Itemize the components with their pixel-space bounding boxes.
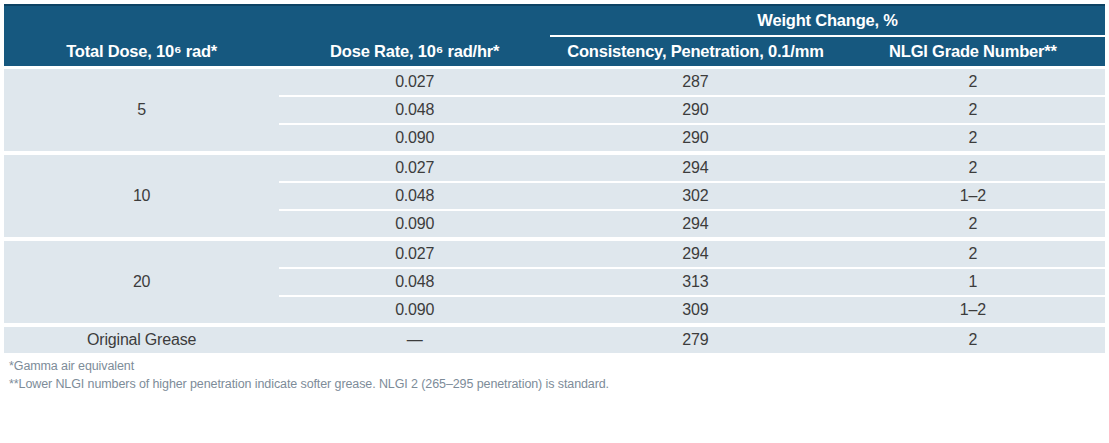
dose-rate-cell: 0.027 bbox=[279, 239, 550, 268]
sample-label-cell: Original Grease bbox=[4, 325, 279, 353]
total-dose-cell: 5 bbox=[4, 68, 279, 154]
penetration-cell: 290 bbox=[550, 96, 841, 124]
dose-rate-cell: 0.027 bbox=[279, 153, 550, 182]
penetration-cell: 313 bbox=[550, 268, 841, 296]
header-group-row: Weight Change, % bbox=[4, 5, 1105, 36]
penetration-cell: 302 bbox=[550, 182, 841, 210]
nlgi-cell: 2 bbox=[841, 96, 1105, 124]
dose-rate-cell: — bbox=[279, 325, 550, 353]
penetration-cell: 294 bbox=[550, 153, 841, 182]
penetration-cell: 294 bbox=[550, 239, 841, 268]
dose-rate-cell: 0.048 bbox=[279, 96, 550, 124]
penetration-cell: 287 bbox=[550, 68, 841, 97]
total-dose-cell: 20 bbox=[4, 239, 279, 325]
nlgi-cell: 1 bbox=[841, 268, 1105, 296]
table-row: 5 0.027 287 2 bbox=[4, 68, 1105, 97]
penetration-cell: 294 bbox=[550, 210, 841, 239]
header-total-dose: Total Dose, 10⁶ rad* bbox=[4, 36, 279, 68]
penetration-cell: 290 bbox=[550, 124, 841, 153]
header-weight-change: Weight Change, % bbox=[550, 5, 1105, 36]
header-spacer-cell bbox=[4, 5, 550, 36]
table-row: 20 0.027 294 2 bbox=[4, 239, 1105, 268]
table-row: 10 0.027 294 2 bbox=[4, 153, 1105, 182]
table-body: 5 0.027 287 2 0.048 290 2 0.090 290 2 10… bbox=[4, 68, 1105, 354]
dose-rate-cell: 0.048 bbox=[279, 182, 550, 210]
nlgi-cell: 1–2 bbox=[841, 182, 1105, 210]
footnote-nlgi: **Lower NLGI numbers of higher penetrati… bbox=[9, 376, 1105, 392]
header-columns-row: Total Dose, 10⁶ rad* Dose Rate, 10⁶ rad/… bbox=[4, 36, 1105, 68]
penetration-cell: 309 bbox=[550, 296, 841, 325]
header-nlgi: NLGI Grade Number** bbox=[841, 36, 1105, 68]
nlgi-cell: 2 bbox=[841, 325, 1105, 353]
nlgi-cell: 1–2 bbox=[841, 296, 1105, 325]
nlgi-cell: 2 bbox=[841, 210, 1105, 239]
table-header: Weight Change, % Total Dose, 10⁶ rad* Do… bbox=[4, 5, 1105, 68]
dose-rate-cell: 0.090 bbox=[279, 210, 550, 239]
nlgi-cell: 2 bbox=[841, 153, 1105, 182]
dose-rate-cell: 0.048 bbox=[279, 268, 550, 296]
nlgi-cell: 2 bbox=[841, 124, 1105, 153]
radiation-grease-table: Weight Change, % Total Dose, 10⁶ rad* Do… bbox=[4, 4, 1105, 353]
footnotes: *Gamma air equivalent **Lower NLGI numbe… bbox=[4, 353, 1105, 392]
footnote-gamma: *Gamma air equivalent bbox=[9, 358, 1105, 374]
header-consistency: Consistency, Penetration, 0.1/mm bbox=[550, 36, 841, 68]
nlgi-cell: 2 bbox=[841, 239, 1105, 268]
nlgi-cell: 2 bbox=[841, 68, 1105, 97]
header-dose-rate: Dose Rate, 10⁶ rad/hr* bbox=[279, 36, 550, 68]
dose-rate-cell: 0.027 bbox=[279, 68, 550, 97]
table-row-original-grease: Original Grease — 279 2 bbox=[4, 325, 1105, 353]
dose-rate-cell: 0.090 bbox=[279, 124, 550, 153]
total-dose-cell: 10 bbox=[4, 153, 279, 239]
dose-rate-cell: 0.090 bbox=[279, 296, 550, 325]
page: Weight Change, % Total Dose, 10⁶ rad* Do… bbox=[0, 0, 1109, 443]
penetration-cell: 279 bbox=[550, 325, 841, 353]
